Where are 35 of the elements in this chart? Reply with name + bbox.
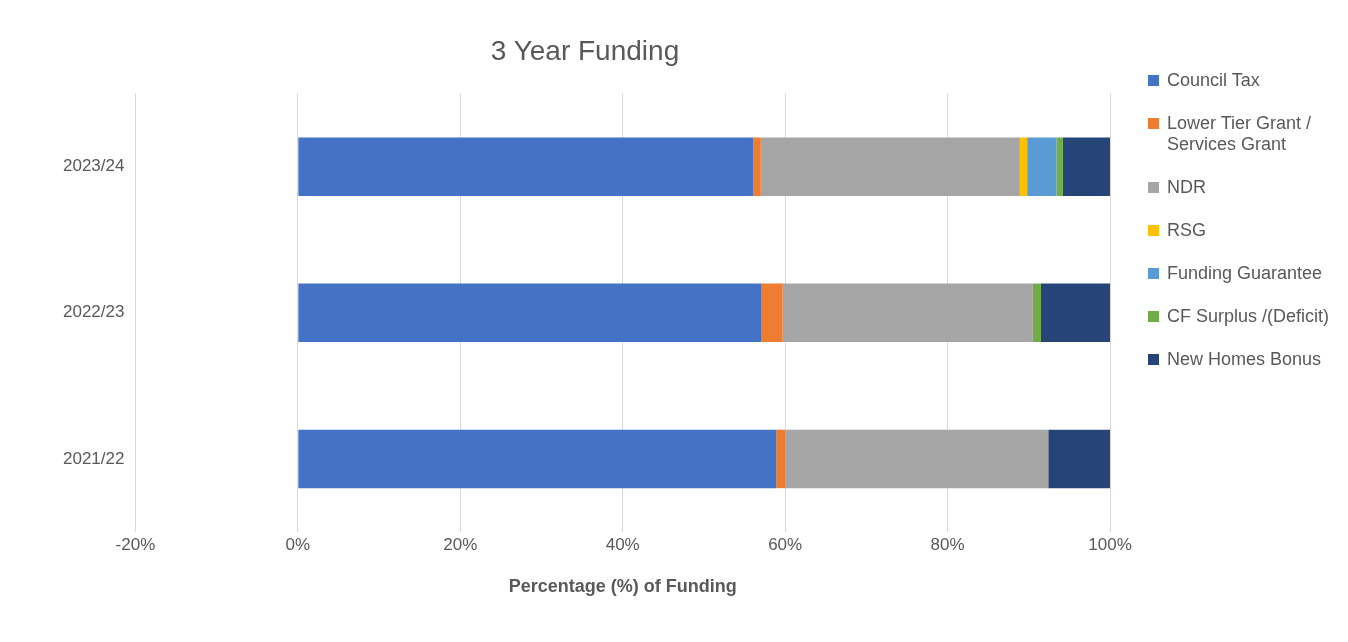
- y-tick-label: 2023/24: [63, 156, 125, 176]
- bar: [1040, 283, 1110, 343]
- x-axis-title: Percentage (%) of Funding: [508, 576, 737, 597]
- x-tick-label: 40%: [605, 534, 640, 554]
- legend-label: CF Surplus /(Deficit): [1167, 306, 1330, 327]
- bar: [785, 429, 1049, 489]
- bar: [1048, 429, 1110, 489]
- x-tick-label: 100%: [1088, 534, 1132, 554]
- bar: [782, 283, 1033, 343]
- legend-label: Lower Tier Grant / Services Grant: [1167, 113, 1313, 155]
- x-tick-label: 20%: [443, 534, 478, 554]
- bar: [760, 137, 1020, 196]
- bar: [753, 137, 761, 196]
- x-tick-label: 60%: [768, 534, 803, 554]
- bar: [1056, 137, 1063, 196]
- bar: [1019, 137, 1028, 196]
- bar: [776, 429, 786, 489]
- bar: [1027, 137, 1057, 196]
- legend-label: Funding Guarantee: [1167, 263, 1323, 284]
- bar: [1032, 283, 1041, 343]
- y-tick-label: 2021/22: [63, 448, 125, 468]
- legend-label: Council Tax: [1167, 70, 1260, 91]
- chart-title: 3 Year Funding: [490, 34, 680, 66]
- legend-label: New Homes Bonus: [1167, 349, 1322, 370]
- x-tick-label: -20%: [115, 534, 156, 554]
- bar: [298, 283, 762, 343]
- bar: [761, 283, 783, 343]
- x-tick-label: 80%: [930, 534, 965, 554]
- y-tick-label: 2022/23: [63, 302, 125, 322]
- x-tick-label: 0%: [285, 534, 311, 554]
- bar: [298, 137, 754, 196]
- bar: [298, 429, 777, 489]
- bar: [1062, 137, 1110, 196]
- legend-label: RSG: [1167, 220, 1207, 241]
- legend-label: NDR: [1167, 177, 1206, 198]
